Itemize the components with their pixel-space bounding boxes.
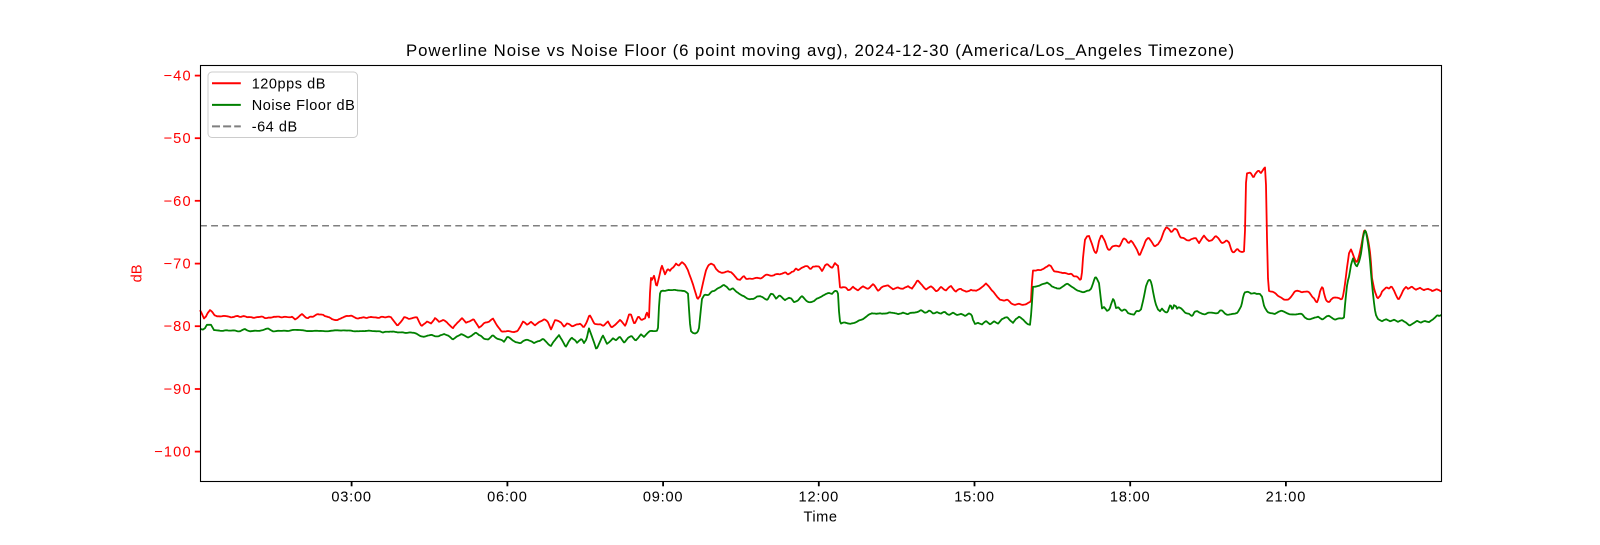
- svg-text:21:00: 21:00: [1266, 490, 1307, 506]
- svg-text:Time: Time: [804, 510, 838, 526]
- svg-text:−70: −70: [163, 257, 191, 273]
- svg-text:18:00: 18:00: [1110, 490, 1151, 506]
- svg-text:09:00: 09:00: [643, 490, 684, 506]
- svg-text:15:00: 15:00: [954, 490, 995, 506]
- svg-text:−40: −40: [163, 69, 191, 85]
- svg-text:Noise Floor dB: Noise Floor dB: [252, 98, 356, 114]
- svg-text:−80: −80: [163, 319, 191, 335]
- svg-text:12:00: 12:00: [799, 490, 840, 506]
- svg-text:−50: −50: [163, 131, 191, 147]
- svg-text:03:00: 03:00: [331, 490, 372, 506]
- svg-text:−90: −90: [163, 382, 191, 398]
- svg-text:dB: dB: [130, 265, 146, 283]
- svg-text:Powerline Noise vs Noise Floor: Powerline Noise vs Noise Floor (6 point …: [406, 41, 1235, 60]
- svg-text:06:00: 06:00: [487, 490, 528, 506]
- svg-text:-64 dB: -64 dB: [252, 120, 298, 136]
- svg-text:−60: −60: [163, 194, 191, 210]
- svg-text:120pps dB: 120pps dB: [252, 76, 326, 92]
- svg-text:−100: −100: [154, 445, 192, 461]
